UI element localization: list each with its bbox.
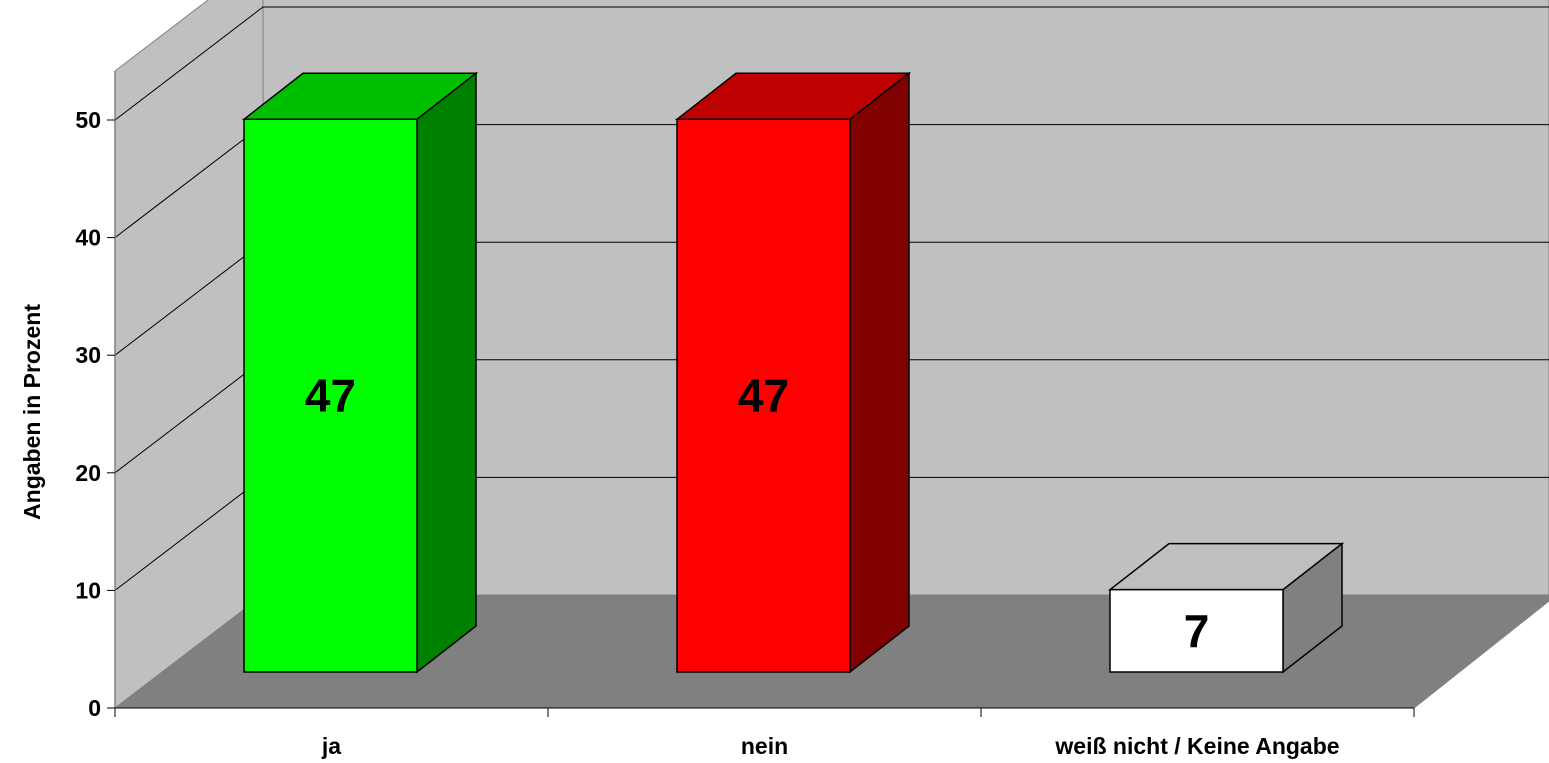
y-axis: 0 10 20 30 40 50	[75, 71, 116, 721]
bar-front	[243, 118, 418, 673]
bar-front	[1109, 588, 1284, 673]
y-tick-label: 40	[75, 225, 101, 251]
x-axis: ja nein weiß nicht / Keine Angabe	[114, 707, 1415, 759]
y-tick-label: 20	[75, 460, 101, 486]
bars: 47 47 7	[241, 71, 1345, 674]
y-tick-label: 30	[75, 342, 101, 368]
bar: 7	[1107, 542, 1345, 674]
y-tick-label: 50	[75, 107, 101, 133]
y-axis-title: Angaben in Prozent	[19, 304, 45, 520]
x-category-label: nein	[741, 733, 788, 759]
y-tick-label: 10	[75, 577, 101, 603]
data-label: 47	[305, 370, 356, 422]
y-tick-label: 0	[88, 695, 101, 721]
data-label: 7	[1184, 605, 1210, 657]
bar-side	[849, 71, 910, 674]
data-label: 47	[738, 370, 789, 422]
bar-side	[416, 71, 477, 674]
gridline	[114, 6, 1549, 121]
bar-front	[676, 118, 851, 673]
side-wall	[114, 0, 264, 710]
bar: 47	[241, 71, 479, 674]
x-category-label: ja	[321, 733, 341, 759]
x-category-label: weiß nicht / Keine Angabe	[1054, 733, 1339, 759]
bar: 47	[674, 71, 912, 674]
